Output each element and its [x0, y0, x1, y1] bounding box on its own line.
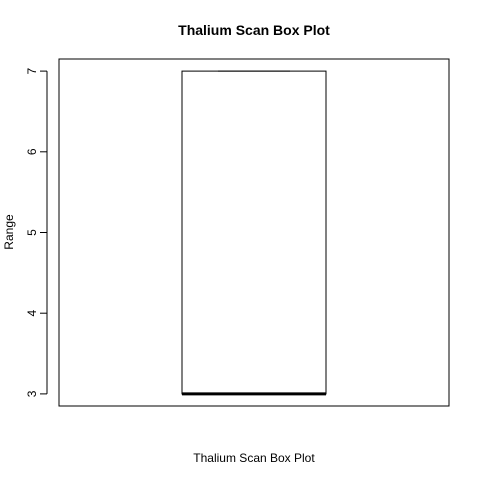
- box-iqr: [181, 70, 327, 395]
- y-tick-label: 4: [25, 310, 39, 317]
- y-tick-label: 5: [25, 229, 39, 236]
- x-axis-label: Thalium Scan Box Plot: [193, 451, 315, 465]
- y-tick-label: 3: [25, 390, 39, 397]
- y-axis-label: Range: [2, 214, 16, 250]
- y-axis-ticks: 3 4 5 6 7: [25, 67, 47, 397]
- plot-area-frame: [58, 58, 450, 407]
- y-tick-label: 6: [25, 148, 39, 155]
- chart-title: Thalium Scan Box Plot: [178, 22, 330, 38]
- y-tick-label: 7: [25, 67, 39, 74]
- box-group: [181, 70, 327, 396]
